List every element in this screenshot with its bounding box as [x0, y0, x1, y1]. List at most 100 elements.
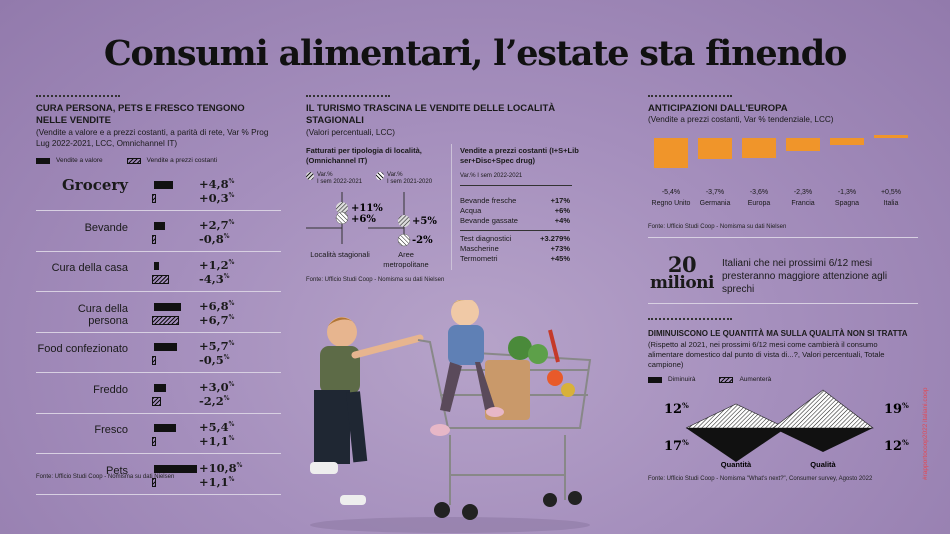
- list-item-value: +4%: [554, 216, 570, 225]
- list-item-label: Bevande fresche: [460, 196, 517, 205]
- label-value: +10,8%: [199, 460, 243, 475]
- category-row: Cura della persona +6,8% +6,7%: [36, 294, 281, 333]
- bar-const: [152, 477, 157, 487]
- label-value: +5,7%: [199, 339, 235, 353]
- legend-label-const: Vendite a prezzi costanti: [146, 157, 218, 164]
- decrease-triangle: [773, 428, 873, 452]
- quality-chart: Quantità Qualità 12% 17% 19% 12%: [664, 389, 909, 469]
- val-metro-b: -2%: [412, 235, 433, 246]
- value-quantita-increase: 12%: [664, 401, 689, 417]
- label-metro: Aree metropolitane: [383, 250, 429, 269]
- europe-value-label: +0,5%: [880, 189, 902, 196]
- europe-value-label: -3,7%: [705, 189, 725, 196]
- bar-value: [154, 302, 182, 311]
- legend-swatch-inc: [719, 376, 734, 383]
- category-row: Cura della casa +1,2% -4,3%: [36, 253, 281, 292]
- quality-legend: Diminuirà Aumenterà: [648, 376, 771, 383]
- bar-const: [152, 275, 170, 284]
- bar-value: [154, 181, 174, 189]
- category-label: Bevande: [84, 221, 128, 234]
- europe-bar: [786, 138, 820, 151]
- divider: [460, 185, 572, 186]
- left-subtitle: (Vendite a valore e a prezzi costanti, a…: [36, 128, 269, 148]
- europe-bar: [654, 138, 688, 169]
- category-label: Grocery: [61, 176, 128, 194]
- list-item: Test diagnostici +3.279%: [460, 234, 570, 244]
- val-localita-a: +11%: [351, 203, 383, 214]
- europe-bar: [698, 138, 732, 159]
- europe-bar: [830, 138, 864, 146]
- europe-bar: [874, 135, 908, 138]
- europe-country-label: Germania: [699, 200, 731, 207]
- middle-source: Fonte: Ufficio Studi Coop - Nomisma su d…: [306, 277, 445, 283]
- europe-value-label: -1,3%: [837, 189, 857, 196]
- decrease-triangle: [686, 428, 786, 462]
- point-localita-b: [335, 211, 349, 225]
- prezzi-sub: Var.% I sem 2022-2021: [460, 173, 523, 179]
- bar-const: [152, 234, 156, 244]
- legend-label-b: Var.% I sem 2021-2020: [387, 172, 433, 185]
- legend-label-dec: Diminuirà: [668, 376, 696, 383]
- list-item-value: +17%: [550, 196, 570, 205]
- category-label: Cura della persona: [77, 302, 128, 327]
- value-qualita-decrease: 12%: [884, 438, 909, 454]
- list-item-label: Mascherine: [460, 244, 499, 253]
- category-row: Pets +10,8% +1,1%: [36, 456, 281, 495]
- legend-swatch-dec: [648, 376, 662, 383]
- divider: [648, 95, 732, 97]
- europe-value-label: -3,6%: [749, 189, 769, 196]
- label-localita: Località stagionali: [310, 250, 370, 259]
- divider: [451, 144, 452, 270]
- category-label: Fresco: [94, 424, 128, 436]
- bar-value: [154, 464, 198, 473]
- europe-source: Fonte: Ufficio Studi Coop - Nomisma su d…: [648, 224, 787, 230]
- divider: [306, 95, 390, 97]
- value-qualita-increase: 19%: [884, 401, 909, 417]
- prezzi-title: Vendite a prezzi costanti (I+S+Lib ser+D…: [460, 146, 579, 165]
- bar-value: [154, 424, 176, 432]
- divider: [36, 95, 120, 97]
- bar-const: [152, 396, 161, 406]
- label-const: -4,3%: [199, 272, 230, 286]
- prezzi-list: Bevande fresche +17% Acqua +6% Bevande gassa…: [460, 196, 570, 264]
- label-value: +6,8%: [199, 298, 235, 313]
- left-legend: Vendite a valore Vendite a prezzi costan…: [36, 157, 217, 164]
- point-localita-a: [336, 202, 348, 214]
- val-metro-a: +5%: [412, 216, 437, 227]
- list-divider: [460, 230, 570, 231]
- page-title: Consumi alimentari, l’estate sta finendo: [103, 33, 847, 74]
- category-row: Freddo +3,0% -2,2%: [36, 375, 281, 414]
- category-label: Pets: [105, 464, 128, 477]
- legend-swatch-const: [126, 157, 141, 164]
- bar-const: [152, 356, 156, 365]
- point-metro-a: [398, 215, 410, 227]
- category-row: Fresco +5,4% +1,1%: [36, 415, 281, 454]
- bar-value: [154, 343, 177, 351]
- list-item-label: Bevande gassate: [460, 216, 518, 225]
- label-const: +0,3%: [199, 191, 235, 205]
- europe-country-label: Italia: [883, 200, 899, 207]
- europe-value-label: -5,4%: [661, 189, 681, 196]
- increase-triangle: [685, 403, 787, 429]
- big-unit: milioni: [649, 273, 715, 293]
- list-item-value: +6%: [554, 206, 570, 215]
- quality-source: Fonte: Ufficio Studi Coop - Nomisma "Wha…: [648, 476, 873, 482]
- label-const: +1,1%: [199, 434, 235, 448]
- localita-title: Fatturati per tipologia di località, (Om…: [306, 146, 422, 165]
- label-const: -0,8%: [199, 231, 230, 246]
- europe-country-label: Spagna: [834, 200, 860, 207]
- left-source: Fonte: Ufficio Studi Coop - Nomisma su d…: [36, 474, 175, 480]
- middle-subtitle: (Valori percentuali, LCC): [306, 128, 396, 137]
- divider: [648, 237, 918, 238]
- category-row: Food confezionato +5,7% -0,5%: [36, 334, 281, 373]
- label-value: +3,0%: [199, 379, 235, 394]
- list-item-label: Termometri: [460, 254, 498, 263]
- localita-plot: +11% +6% +5% -2%: [306, 192, 437, 247]
- label-value: +4,8%: [199, 177, 235, 191]
- list-item-value: +3.279%: [540, 234, 570, 243]
- legend-label-a: Var.% I sem 2022-2021: [317, 172, 363, 185]
- bar-value: [154, 383, 166, 392]
- legend-label-inc: Aumenterà: [739, 376, 772, 383]
- list-item: Mascherine +73%: [460, 244, 570, 254]
- category-label: Food confezionato: [37, 343, 128, 355]
